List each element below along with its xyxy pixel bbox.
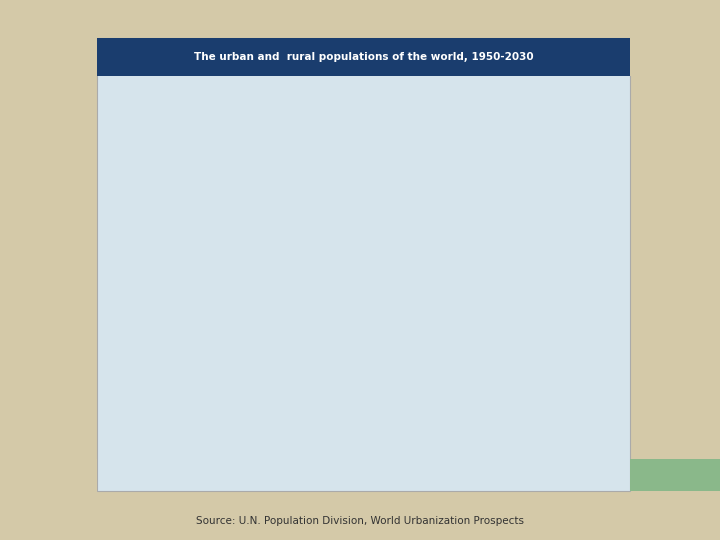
- Legend: World, urban population, World, rural population: World, urban population, World, rural po…: [193, 450, 534, 468]
- X-axis label: Year: Year: [382, 455, 402, 464]
- Text: The urban and  rural populations of the world, 1950-2030: The urban and rural populations of the w…: [194, 52, 534, 62]
- Y-axis label: Population (millions): Population (millions): [120, 207, 130, 300]
- Text: Source: U.N. Population Division, World Urbanization Prospects: Source: U.N. Population Division, World …: [196, 516, 524, 526]
